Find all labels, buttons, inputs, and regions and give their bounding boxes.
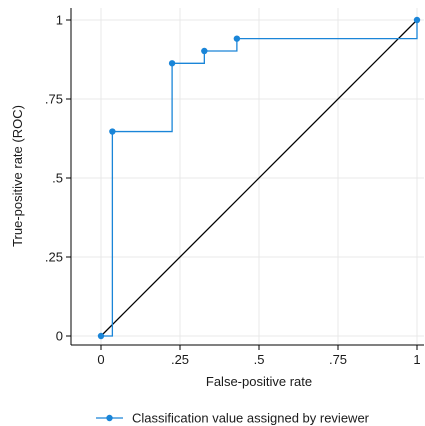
data-point [201,47,208,55]
legend: Classification value assigned by reviewe… [96,411,370,426]
y-tick-label: .75 [45,92,63,107]
axes [70,8,424,346]
data-point [233,35,241,42]
y-axis-title: True-positive rate (ROC) [10,105,25,247]
reference-line [100,19,418,337]
legend-marker [106,414,113,422]
grid [72,8,424,344]
x-tick-label: .75 [329,352,347,367]
data-point [97,332,105,340]
x-tick-label: 1 [413,352,420,367]
x-axis-title: False-positive rate [206,374,312,389]
legend-label: Classification value assigned by reviewe… [132,411,370,426]
x-tick-label: .25 [171,352,189,367]
series [97,16,421,340]
x-tick-label: 0 [97,352,104,367]
y-tick-label: .5 [52,171,63,186]
data-point [168,60,176,67]
x-tick-label: .5 [254,352,265,367]
y-tick-label: 0 [56,329,63,344]
y-tick-label: 1 [56,13,63,28]
data-point [413,16,421,24]
y-tick-label: .25 [45,250,63,265]
reference-diagonal [100,19,418,337]
series-line [101,20,418,337]
x-ticks: 0 .25 .5 .75 1 [97,345,421,367]
data-point [109,128,116,135]
y-ticks: 0 .25 .5 .75 1 [45,13,71,344]
